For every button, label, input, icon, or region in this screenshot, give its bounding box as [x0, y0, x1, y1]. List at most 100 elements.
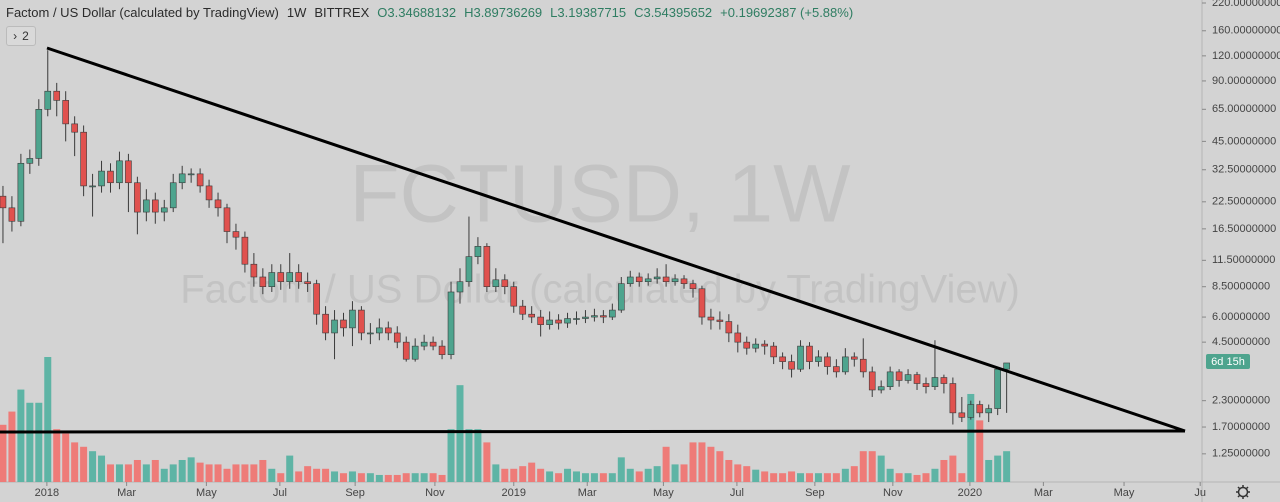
y-tick-label: 8.50000000 — [1212, 281, 1270, 293]
candle-body — [635, 276, 643, 283]
chevron: › — [13, 29, 18, 43]
volume-bar — [438, 474, 446, 482]
low-value: L3.19387715 — [550, 5, 627, 20]
candle-body — [833, 366, 840, 373]
candle-body — [35, 109, 43, 159]
candle-body — [770, 345, 777, 358]
candle-body — [850, 356, 858, 360]
volume-bar — [877, 455, 885, 482]
candle-body — [277, 272, 285, 283]
candle-body — [349, 309, 356, 329]
volume-bar — [474, 429, 482, 482]
indicator-toggle[interactable]: › 2 — [6, 26, 36, 46]
candle-body — [904, 374, 912, 381]
volume-bar — [53, 429, 61, 482]
x-tick-label: Mar — [1034, 487, 1053, 499]
candle-body — [116, 160, 123, 184]
volume-bar — [779, 473, 787, 482]
candle-body — [259, 276, 267, 287]
volume-bar — [958, 473, 966, 482]
volume-bar — [268, 468, 276, 482]
volume-bar — [581, 473, 589, 482]
volume-bar — [169, 464, 177, 482]
volume-bar — [976, 420, 984, 482]
candle-body — [761, 343, 768, 347]
volume-bar — [357, 473, 365, 482]
candle-body — [286, 272, 294, 283]
y-tick-label: 1.70000000 — [1212, 421, 1270, 433]
candle-body — [0, 195, 7, 209]
candle-body — [609, 309, 616, 318]
volume-bar — [546, 471, 554, 482]
y-tick-label: 65.00000000 — [1212, 103, 1276, 115]
volume-bar — [232, 464, 240, 482]
y-tick-label: 16.50000000 — [1212, 223, 1276, 235]
volume-bar — [949, 455, 957, 482]
volume-bar — [680, 464, 688, 482]
volume-bar — [348, 471, 356, 482]
candle-body — [868, 371, 876, 391]
candle-body — [492, 279, 500, 287]
volume-bar — [752, 469, 760, 482]
x-tick-label: Ju — [1194, 487, 1206, 499]
candle-body — [107, 170, 114, 184]
candle-body — [895, 371, 903, 381]
candle-body — [582, 316, 589, 319]
candle-body — [806, 345, 813, 362]
volume-bar — [994, 455, 1002, 482]
candle-body — [62, 100, 69, 125]
trend-line[interactable] — [46, 46, 1186, 433]
volume-bar — [98, 455, 106, 482]
volume-bar — [313, 468, 321, 482]
volume-bar — [564, 468, 572, 482]
volume-bar — [832, 473, 840, 482]
volume-bar — [716, 451, 724, 482]
candle-body — [600, 315, 607, 318]
volume-bar — [250, 464, 258, 482]
volume-bar — [599, 473, 607, 482]
x-tick-label: Jul — [273, 487, 287, 499]
candle-body — [528, 313, 535, 318]
support-line[interactable] — [0, 429, 1186, 434]
y-tick-label: 4.50000000 — [1212, 336, 1270, 348]
volume-bar — [662, 446, 670, 482]
volume-bar — [8, 411, 16, 482]
candle-body — [241, 236, 249, 265]
y-tick-label: 11.50000000 — [1212, 254, 1275, 266]
candle-body — [546, 319, 553, 325]
volume-bar — [465, 429, 473, 482]
volume-bar — [492, 464, 500, 482]
candle-body — [160, 207, 168, 213]
volume-bar — [931, 468, 939, 482]
candle-body — [205, 185, 213, 201]
x-tick-label: Mar — [117, 487, 136, 499]
candle-body — [474, 246, 482, 257]
y-tick-label: 160.00000000 — [1212, 25, 1280, 37]
volume-bar — [555, 473, 563, 482]
candle-body — [53, 90, 61, 101]
candle-body — [922, 383, 930, 387]
volume-bar — [142, 464, 150, 482]
volume-bar — [850, 466, 858, 482]
volume-bar — [44, 357, 52, 482]
volume-bar — [537, 468, 545, 482]
volume-bar — [384, 474, 392, 482]
volume-bar — [635, 471, 643, 482]
high-value: H3.89736269 — [464, 5, 543, 20]
watermark-symbol: FCTUSD, 1W — [349, 149, 851, 240]
candle-body — [196, 173, 204, 187]
volume-bar — [814, 473, 822, 482]
volume-bar — [626, 468, 634, 482]
volume-bar — [761, 471, 769, 482]
candle-body — [411, 345, 419, 360]
toggle-count: 2 — [22, 29, 29, 43]
settings-icon[interactable] — [1236, 485, 1250, 499]
candle-body — [178, 173, 186, 184]
volume-bar — [304, 466, 312, 482]
volume-bar — [904, 473, 912, 482]
candle-body — [420, 341, 428, 347]
candle-body — [555, 319, 562, 324]
volume-bar — [886, 468, 894, 482]
x-tick-label: Sep — [805, 487, 825, 499]
volume-bar — [402, 473, 410, 482]
